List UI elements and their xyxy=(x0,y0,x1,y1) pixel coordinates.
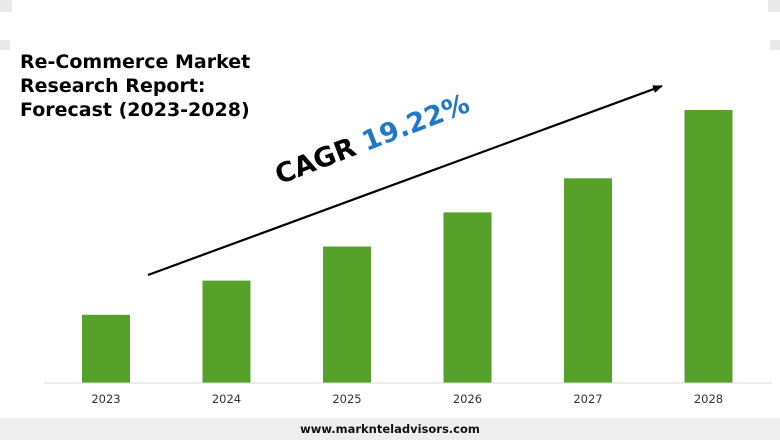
x-tick-label: 2025 xyxy=(332,392,361,406)
chart-title-line: Research Report: xyxy=(20,75,206,97)
corner-artifact xyxy=(0,0,12,12)
corner-artifact xyxy=(768,0,780,12)
x-tick-labels: 2023 2024 2025 2026 2027 2028 xyxy=(91,392,723,406)
bar-2024 xyxy=(202,280,251,383)
chart-title-line: Forecast (2023-2028) xyxy=(20,99,250,121)
chart-title-line: Re-Commerce Market xyxy=(20,51,251,73)
x-tick-label: 2024 xyxy=(212,392,241,406)
chart-title: Re-Commerce Market Research Report: Fore… xyxy=(20,50,280,122)
footer-url[interactable]: www.marknteladvisors.com xyxy=(300,422,480,436)
bar-2025 xyxy=(323,246,371,383)
bar-2028 xyxy=(684,110,733,383)
corner-artifact xyxy=(770,40,780,50)
x-tick-label: 2028 xyxy=(694,392,723,406)
x-tick-label: 2027 xyxy=(573,392,602,406)
x-tick-label: 2026 xyxy=(453,392,482,406)
bar-group xyxy=(82,110,733,384)
bar-2026 xyxy=(443,212,492,383)
bar-2027 xyxy=(564,178,612,384)
bar-2023 xyxy=(82,314,130,384)
growth-arrow xyxy=(147,84,663,277)
x-tick-label: 2023 xyxy=(91,392,120,406)
footer-bar: www.marknteladvisors.com xyxy=(0,418,780,440)
corner-artifact xyxy=(0,40,10,50)
